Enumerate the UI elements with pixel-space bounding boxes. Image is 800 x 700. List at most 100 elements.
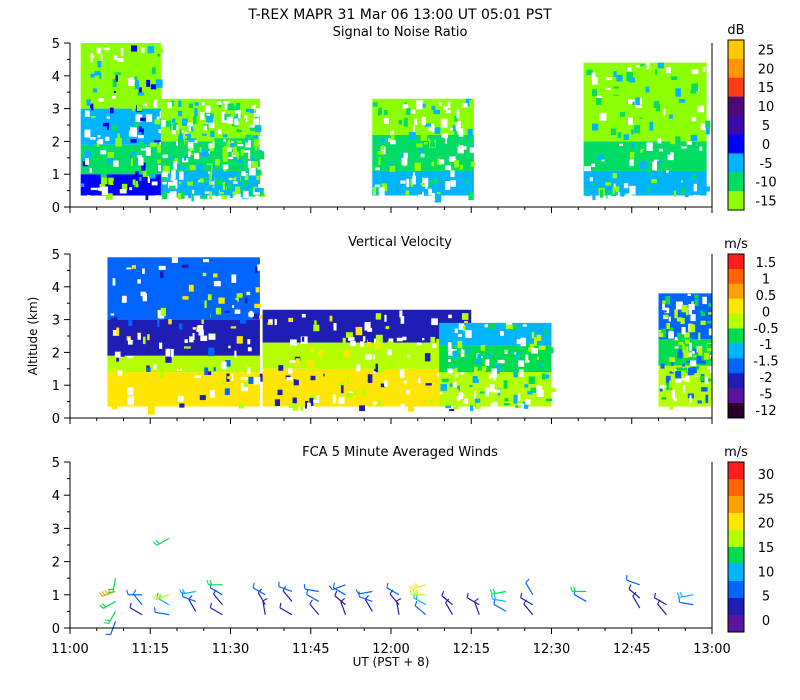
heat-speckle <box>185 108 188 112</box>
heat-speckle <box>430 143 436 147</box>
heat-speckle <box>153 140 161 143</box>
heat-speckle <box>403 380 407 384</box>
heat-speckle <box>450 367 458 376</box>
heat-speckle <box>531 347 539 354</box>
heat-speckle <box>439 115 446 120</box>
heat-speckle <box>521 384 528 394</box>
heat-speckle <box>256 175 260 180</box>
wind-barb <box>358 590 373 595</box>
wind-barb <box>213 593 223 606</box>
heat-speckle <box>171 169 176 179</box>
heat-speckle <box>200 112 205 121</box>
wind-barb <box>340 601 347 615</box>
heat-speckle <box>528 327 534 335</box>
colorbar-tick-label: 0 <box>762 614 770 629</box>
wind-barb <box>632 595 641 609</box>
heat-speckle <box>465 98 472 107</box>
heat-speckle <box>454 328 458 333</box>
wind-barb <box>492 598 507 603</box>
heat-speckle <box>450 170 455 178</box>
heat-speckle <box>222 134 228 138</box>
heat-speckle <box>235 193 241 201</box>
heat-speckle <box>222 154 228 162</box>
heat-speckle <box>194 152 200 160</box>
wind-barb-flag <box>101 603 107 608</box>
heat-speckle <box>227 147 232 152</box>
heat-speckle <box>457 121 462 127</box>
heat-speckle <box>430 336 436 344</box>
heat-speckle <box>106 116 110 119</box>
heat-speckle <box>658 332 664 338</box>
heat-speckle <box>677 332 681 338</box>
heat-speckle <box>684 191 689 198</box>
heat-speckle <box>596 95 602 100</box>
colorbar-tick-label: 20 <box>758 62 775 77</box>
heat-speckle <box>648 94 653 102</box>
panel-title-velocity: Vertical Velocity <box>348 235 452 250</box>
heat-speckle <box>161 191 169 200</box>
heat-speckle <box>402 336 407 341</box>
heat-speckle <box>178 323 183 330</box>
heat-speckle <box>447 368 453 374</box>
heat-speckle <box>84 110 90 117</box>
wind-barb-flag <box>414 583 419 588</box>
heat-speckle <box>626 193 632 200</box>
colorbar-swatch <box>728 513 744 531</box>
heat-speckle <box>414 118 418 125</box>
heat-speckle <box>457 340 463 348</box>
heat-speckle <box>153 112 160 120</box>
heat-speckle <box>90 187 98 191</box>
colorbar-swatch <box>728 58 744 79</box>
heat-speckle <box>497 359 505 364</box>
heat-speckle <box>688 367 694 376</box>
heat-speckle <box>372 401 377 405</box>
heat-speckle <box>631 129 634 135</box>
heat-speckle <box>514 352 517 355</box>
heat-speckle <box>629 159 634 167</box>
heat-speckle <box>708 302 711 307</box>
heat-speckle <box>508 376 512 382</box>
colorbar-swatch <box>728 388 744 404</box>
heat-speckle <box>429 399 434 403</box>
heat-speckle <box>96 140 100 143</box>
heat-speckle <box>617 132 622 138</box>
heat-speckle <box>135 176 139 181</box>
heat-speckle <box>207 294 212 301</box>
heatmap-velocity <box>107 257 712 415</box>
wind-barb <box>278 586 293 593</box>
heat-speckle <box>372 325 380 334</box>
heat-speckle <box>704 186 710 192</box>
heat-speckle <box>313 324 320 332</box>
wind-barb-flag <box>409 585 414 590</box>
heat-speckle <box>114 72 122 75</box>
heat-speckle <box>317 334 324 340</box>
panel-velocity: Vertical Velocity012345m/s1.510.50-0.5-1… <box>52 235 779 427</box>
wind-barb <box>304 588 319 593</box>
heat-speckle <box>455 373 459 378</box>
heat-speckle <box>699 146 703 151</box>
heat-speckle <box>639 97 643 105</box>
heat-speckle <box>671 362 674 367</box>
colorbar-swatch <box>728 134 744 154</box>
heat-speckle <box>700 123 706 131</box>
wind-barb-flag <box>412 589 416 595</box>
heat-speckle <box>288 368 293 374</box>
heat-speckle <box>450 180 456 187</box>
heat-speckle <box>452 350 459 359</box>
heat-speckle <box>91 55 95 58</box>
heat-speckle <box>668 316 671 322</box>
heat-speckle <box>235 99 242 103</box>
heat-speckle <box>243 190 249 199</box>
heat-speckle <box>165 120 171 128</box>
heat-speckle <box>105 136 110 141</box>
wind-barb <box>282 590 293 602</box>
heat-speckle <box>247 339 251 345</box>
heat-speckle <box>213 367 216 372</box>
heat-speckle <box>436 338 440 347</box>
wind-barb-flag <box>209 579 212 586</box>
heat-speckle <box>454 131 458 137</box>
heat-speckle <box>462 103 468 108</box>
heat-speckle <box>210 173 214 182</box>
heat-speckle <box>651 116 658 122</box>
heat-speckle <box>668 357 676 362</box>
